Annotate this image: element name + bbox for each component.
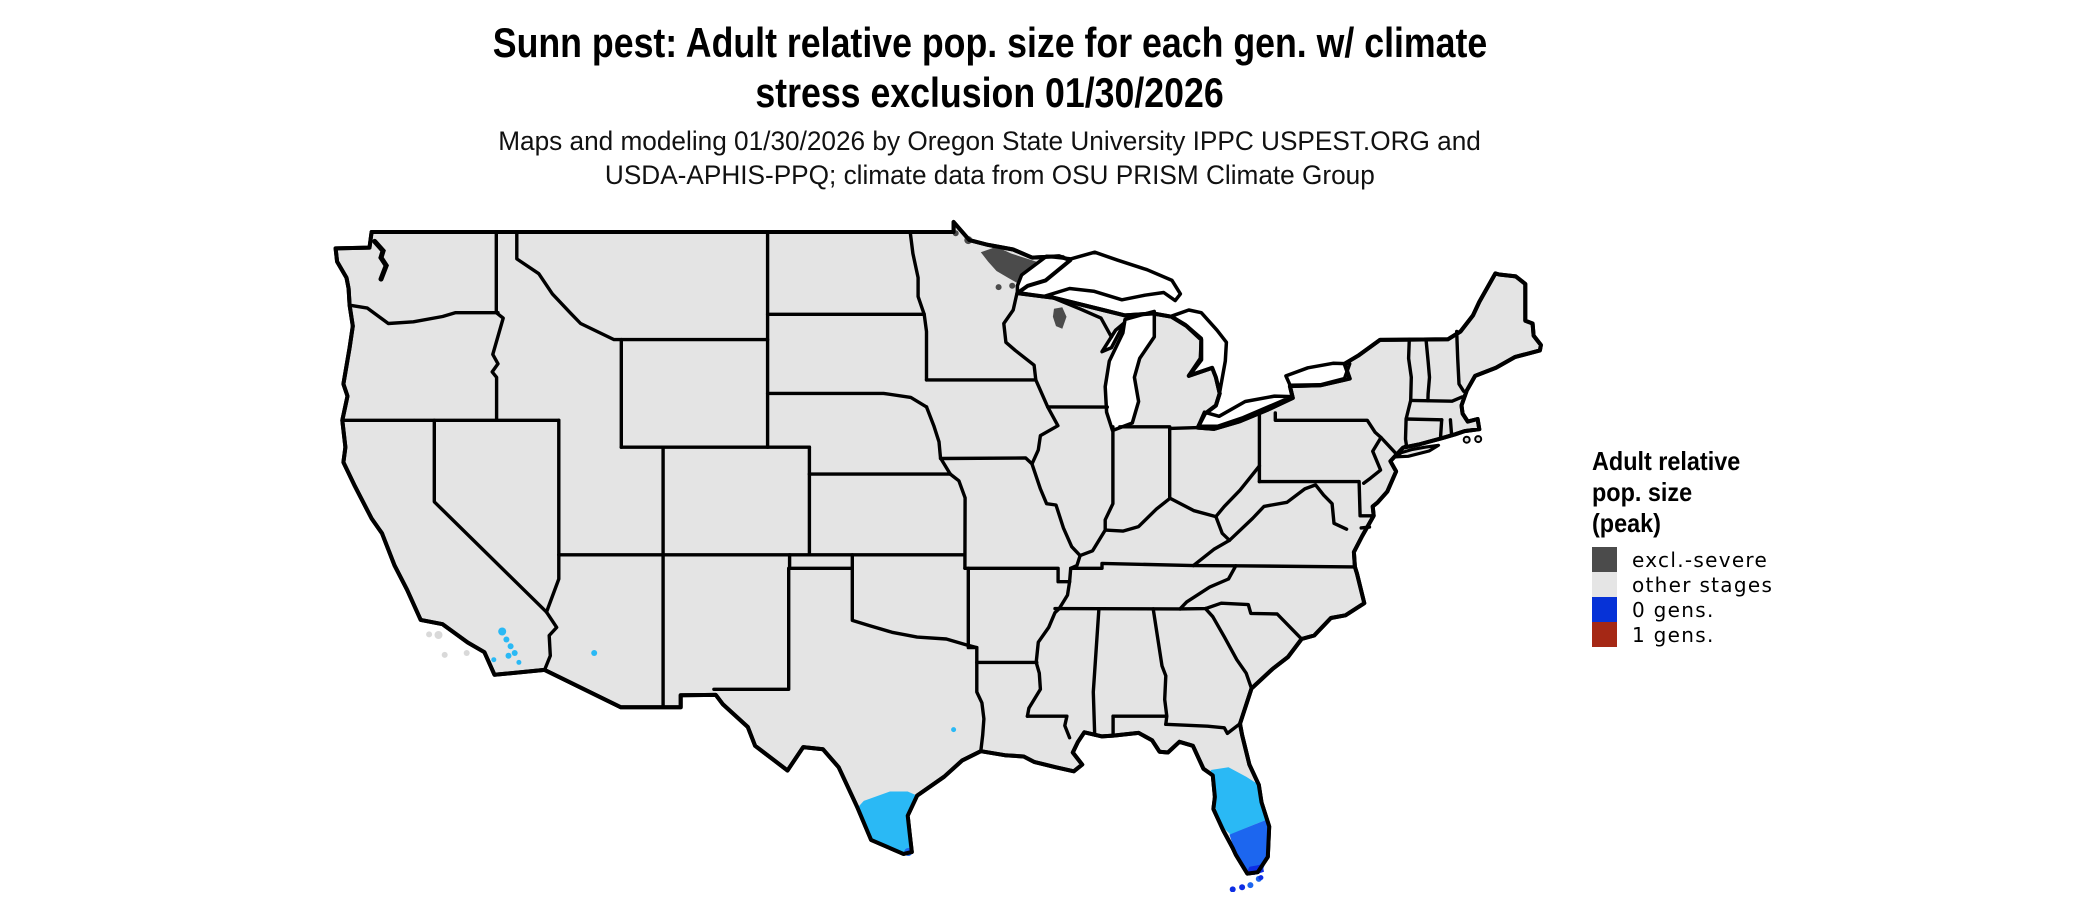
patch-dot-island <box>435 631 443 639</box>
patch-dot-pop_low_cyan <box>498 628 506 636</box>
legend-title-line3: (peak) <box>1592 508 1661 539</box>
patch-dot-pop_high_blue <box>1230 886 1236 892</box>
legend-title-line1: Adult relative <box>1592 446 1740 477</box>
patch-dot-pop_low_cyan <box>491 657 496 662</box>
land-layer <box>336 222 1541 874</box>
patch-dot-excl_severe <box>1009 283 1015 289</box>
patch-dot-pop_low_cyan <box>591 650 597 656</box>
patch-dot-pop_low_cyan <box>506 653 512 659</box>
legend-item-label: 0 gens. <box>1632 598 1715 622</box>
patch-dot-island <box>442 652 448 658</box>
legend-title-line2: pop. size <box>1592 477 1692 508</box>
patch-dot-pop_low_cyan <box>516 660 521 665</box>
legend-item-label: excl.-severe <box>1632 548 1768 572</box>
patch-dot-pop_low_cyan <box>951 727 956 732</box>
patch-dot-pop_low_cyan <box>503 637 509 643</box>
legend-item-label: 1 gens. <box>1632 623 1715 647</box>
state-border <box>1450 420 1451 434</box>
state-border <box>1120 427 1198 429</box>
patch-dot-pop_low_cyan <box>508 643 514 649</box>
patch-dot-island <box>464 650 470 656</box>
legend-item: excl.-severe <box>1592 547 1952 572</box>
legend: Adult relative pop. size (peak) excl.-se… <box>1592 446 1952 647</box>
state-border <box>1406 419 1442 420</box>
legend-items: excl.-severe other stages 0 gens. 1 gens… <box>1592 547 1952 647</box>
coastal-island <box>1475 436 1481 442</box>
legend-swatch-excl-severe <box>1592 547 1617 572</box>
state-border <box>1441 420 1442 437</box>
patch-dot-excl_severe <box>996 284 1002 290</box>
patch-dot-pop_high_blue <box>1258 875 1263 880</box>
legend-swatch-1-gens <box>1592 622 1617 647</box>
legend-item: other stages <box>1592 572 1952 597</box>
legend-item: 1 gens. <box>1592 622 1952 647</box>
patch-dot-island <box>426 631 432 637</box>
patch-dot-pop_low_cyan <box>512 650 518 656</box>
legend-title: Adult relative pop. size (peak) <box>1592 446 1952 539</box>
patch-dot-pop_high_blue <box>1239 884 1245 890</box>
coastal-island <box>1464 437 1470 443</box>
legend-item: 0 gens. <box>1592 597 1952 622</box>
legend-swatch-other-stages <box>1592 572 1617 597</box>
us-outline <box>336 222 1541 874</box>
patch-dot-pop_mid_blue <box>1247 882 1253 888</box>
legend-swatch-0-gens <box>1592 597 1617 622</box>
legend-item-label: other stages <box>1632 573 1773 597</box>
lake <box>1017 252 1180 300</box>
